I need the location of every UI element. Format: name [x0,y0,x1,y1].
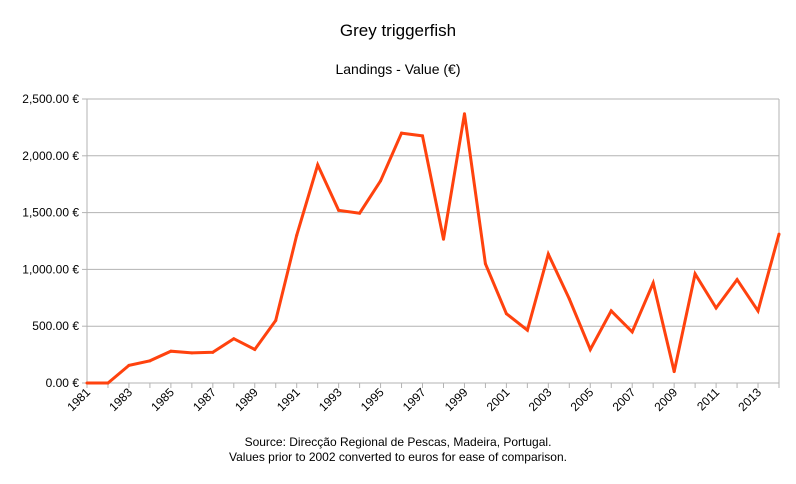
data-point [651,281,655,285]
y-tick-label: 1,500.00 € [22,206,79,220]
data-point [735,278,739,282]
data-point [274,319,278,323]
y-tick-label: 500.00 € [32,319,79,333]
x-tick-label: 2013 [735,385,764,414]
y-tick-label: 2,500.00 € [22,92,79,106]
data-point [567,297,571,301]
x-tick-label: 2009 [651,385,680,414]
x-tick-label: 1987 [190,385,219,414]
data-point [106,381,110,385]
x-tick-label: 2005 [568,385,597,414]
x-tick-label: 1993 [316,385,345,414]
data-point [379,179,383,183]
data-point [630,330,634,334]
data-point [337,208,341,212]
source-line-2: Values prior to 2002 converted to euros … [229,450,567,464]
data-point [148,359,152,363]
data-point [253,347,257,351]
data-point [525,328,529,332]
data-point [211,350,215,354]
data-point [441,237,445,241]
source-line-1: Source: Direcção Regional de Pescas, Mad… [244,435,552,449]
axes [86,99,780,384]
x-tick-label: 1983 [106,385,135,414]
data-point [756,309,760,313]
x-tick-label: 1999 [442,385,471,414]
data-point [672,370,676,374]
data-point [504,312,508,316]
y-axis-ticks: 0.00 € 500.00 € 1,000.00 € 1,500.00 € 2,000.… [22,92,87,390]
data-point [190,351,194,355]
data-point [693,272,697,276]
data-point [588,347,592,351]
data-point [714,306,718,310]
x-tick-label: 2003 [526,385,555,414]
x-tick-label: 2007 [610,385,639,414]
data-point [316,163,320,167]
data-point [546,252,550,256]
x-tick-label: 1989 [232,385,261,414]
y-tick-label: 0.00 € [46,376,80,390]
series-line [87,113,781,385]
x-tick-label: 1995 [358,385,387,414]
grid-lines [87,98,779,384]
data-point [777,232,781,236]
data-point [295,233,299,237]
chart-title: Grey triggerfish [339,21,457,40]
x-tick-label: 1985 [148,385,177,414]
data-point [421,134,425,138]
data-point [232,337,236,341]
series-layer [85,112,781,385]
data-point [85,381,89,385]
data-point [462,112,466,116]
x-tick-label: 1991 [274,385,303,414]
x-tick-label: 2001 [484,385,513,414]
data-point [358,211,362,215]
x-axis-ticks: 1981 1983 1985 1987 1989 1991 1993 1995 1997 1999… [64,383,780,414]
data-point [127,363,131,367]
data-point [483,262,487,266]
y-tick-label: 1,000.00 € [22,262,79,276]
data-point [400,131,404,135]
data-point [609,309,613,313]
x-tick-label: 1997 [400,385,429,414]
y-tick-label: 2,000.00 € [22,149,79,163]
data-point [169,349,173,353]
x-tick-label: 2011 [694,385,722,413]
source-note: Source: Direcção Regional de Pescas, Mad… [0,435,796,465]
chart-subtitle: Landings - Value (€) [335,61,461,77]
line-chart: 0.00 € 500.00 € 1,000.00 € 1,500.00 € 2,000.… [22,92,781,414]
